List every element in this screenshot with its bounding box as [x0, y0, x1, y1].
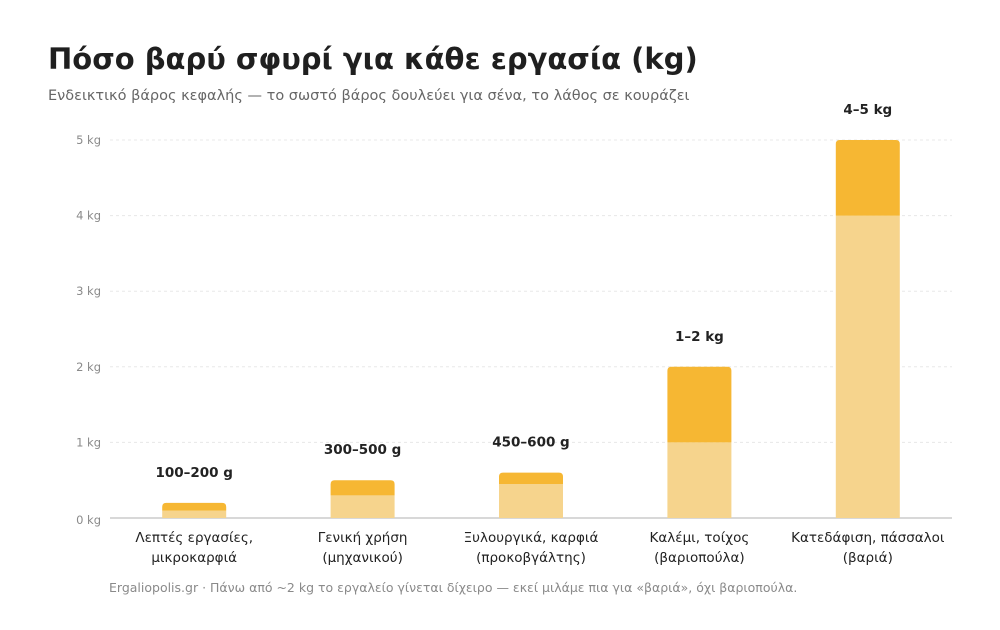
- bar-range-segment: [835, 140, 900, 216]
- chart-title: Πόσο βαρύ σφυρί για κάθε εργασία (kg): [48, 42, 698, 76]
- bar-range-segment: [667, 366, 732, 443]
- bar-min-segment: [667, 442, 732, 518]
- y-tick-label: 3 kg: [76, 284, 101, 298]
- x-category-label: (βαριοπούλα): [654, 550, 745, 566]
- bar-min-segment: [162, 510, 227, 518]
- y-tick-label: 5 kg: [76, 133, 101, 147]
- bar-range-segment: [330, 480, 395, 496]
- data-label: 1–2 kg: [675, 329, 724, 345]
- y-tick-label: 2 kg: [76, 360, 101, 374]
- x-category-label: (προκοβγάλτης): [476, 550, 586, 566]
- bar-range-segment: [162, 502, 227, 511]
- bar-min-segment: [835, 215, 900, 518]
- data-label: 450–600 g: [492, 435, 569, 451]
- x-category-label: (μηχανικού): [322, 550, 403, 566]
- x-category-label: Ξυλουργικά, καρφιά: [464, 530, 599, 546]
- y-tick-label: 0 kg: [76, 513, 101, 527]
- x-category-label: Λεπτές εργασίες,: [135, 530, 253, 546]
- bar-min-segment: [330, 495, 395, 518]
- bar-min-segment: [499, 483, 563, 518]
- bar-range-segment: [499, 472, 563, 484]
- data-label: 4–5 kg: [843, 102, 892, 118]
- chart-subtitle: Ενδεικτικό βάρος κεφαλής — το σωστό βάρο…: [48, 88, 690, 104]
- x-category-label: Καλέμι, τοίχος: [650, 530, 750, 546]
- x-category-label: μικροκαρφιά: [151, 550, 237, 566]
- x-category-label: (βαριά): [843, 550, 893, 566]
- y-tick-label: 1 kg: [76, 435, 101, 449]
- footnote: Ergaliopolis.gr · Πάνω από ~2 kg το εργα…: [109, 580, 798, 595]
- data-label: 100–200 g: [155, 465, 232, 481]
- data-label: 300–500 g: [324, 442, 401, 458]
- x-category-label: Κατεδάφιση, πάσσαλοι: [791, 530, 945, 546]
- y-tick-label: 4 kg: [76, 209, 101, 223]
- x-category-label: Γενική χρήση: [318, 530, 408, 546]
